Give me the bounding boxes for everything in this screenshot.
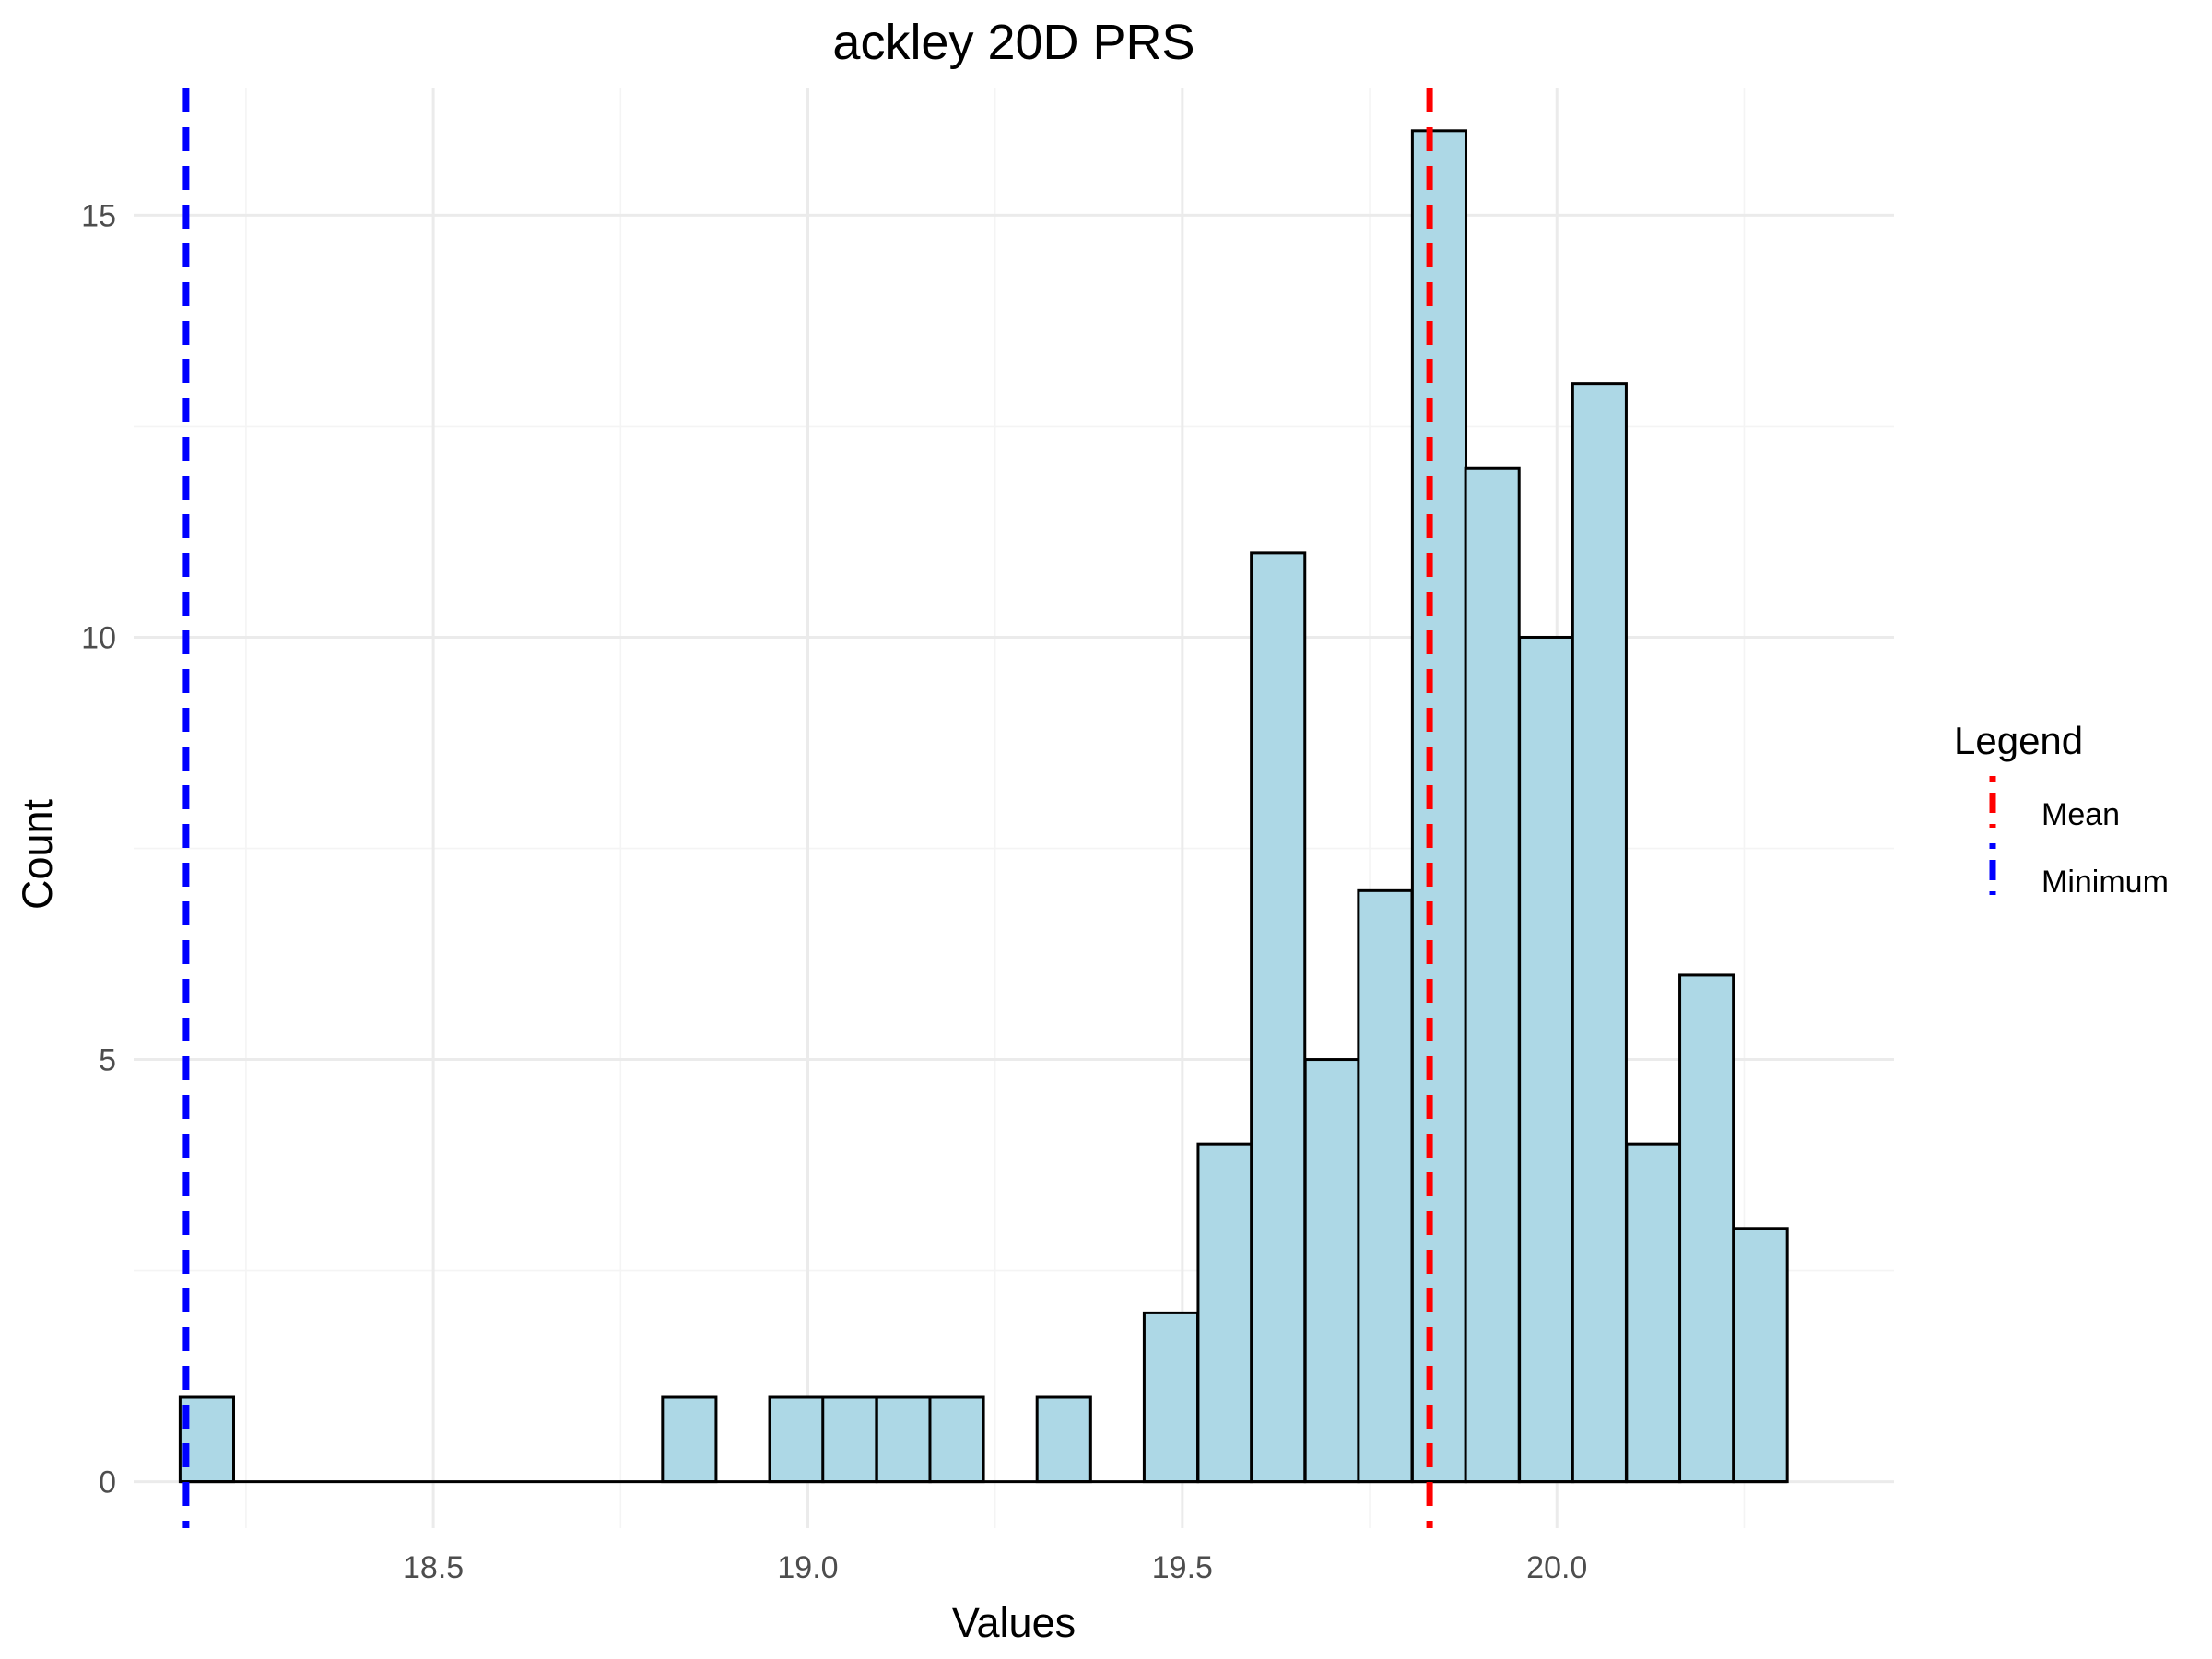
x-tick-label: 19.5 <box>1152 1550 1213 1585</box>
histogram-bar <box>661 1395 718 1484</box>
y-tick-label: 0 <box>99 1465 116 1500</box>
histogram-bar <box>1142 1311 1200 1484</box>
histogram-bar <box>875 1395 932 1484</box>
chart-title: ackley 20D PRS <box>832 15 1194 70</box>
histogram-bar <box>1464 466 1521 1484</box>
histogram-bar <box>1035 1395 1092 1484</box>
histogram-bar <box>821 1395 878 1484</box>
y-tick-label: 10 <box>81 620 116 655</box>
x-tick-label: 19.0 <box>777 1550 838 1585</box>
histogram-bar <box>1625 1142 1682 1484</box>
histogram-bar <box>928 1395 985 1484</box>
histogram-bar <box>1410 129 1468 1484</box>
y-tick-label: 15 <box>81 198 116 233</box>
legend-title: Legend <box>1954 719 2083 762</box>
x-axis-tick-labels: 18.5 19.0 19.5 20.0 <box>403 1550 1587 1585</box>
legend-label-minimum: Minimum <box>2041 865 2169 900</box>
y-axis-title: Count <box>14 798 61 910</box>
histogram-bar <box>1250 551 1307 1484</box>
x-axis-title: Values <box>952 1599 1076 1646</box>
histogram-bar <box>1678 973 1735 1484</box>
legend: Legend Mean Minimum <box>1954 719 2169 900</box>
histogram-bar <box>1571 382 1628 1484</box>
legend-label-mean: Mean <box>2041 797 2120 832</box>
histogram-bar <box>1303 1058 1360 1484</box>
histogram-bar <box>1357 888 1414 1484</box>
histogram-bars <box>178 129 1789 1484</box>
x-tick-label: 18.5 <box>403 1550 464 1585</box>
x-tick-label: 20.0 <box>1526 1550 1587 1585</box>
histogram-bar <box>768 1395 825 1484</box>
y-tick-label: 5 <box>99 1043 116 1078</box>
histogram-bar <box>1518 635 1575 1484</box>
y-axis-tick-labels: 0 5 10 15 <box>81 198 116 1500</box>
histogram-bar <box>1196 1142 1253 1484</box>
reference-lines <box>182 88 1433 1528</box>
histogram-bar <box>1732 1227 1789 1484</box>
